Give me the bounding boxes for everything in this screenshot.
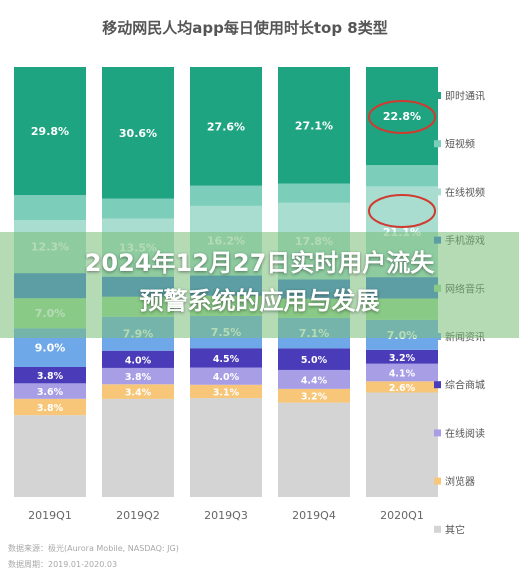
x-tick-label-2019Q1: 2019Q1 bbox=[28, 509, 72, 522]
data-label-2019Q4-series-2: 4.4% bbox=[301, 375, 328, 386]
bar-segment-2019Q1-series-8 bbox=[14, 195, 86, 221]
bar-segment-2019Q2-series-2 bbox=[102, 367, 174, 385]
bar-segment-2019Q4-series-2 bbox=[278, 369, 350, 389]
bar-segment-2019Q4-series-8 bbox=[278, 183, 350, 203]
data-label-2020Q1-series-2: 4.1% bbox=[389, 368, 416, 379]
bar-segment-2019Q4-series-1 bbox=[278, 388, 350, 403]
footer-source: 数据来源：极光(Aurora Mobile, NASDAQ: JG) bbox=[8, 544, 179, 553]
bar-segment-2020Q1-series-3 bbox=[366, 349, 438, 364]
highlight-circles bbox=[368, 100, 436, 228]
bar-segment-2020Q1-series-8 bbox=[366, 165, 438, 187]
legend-label-2: 在线阅读 bbox=[445, 427, 485, 440]
legend-label-1: 浏览器 bbox=[445, 475, 475, 488]
bar-segment-2019Q3-series-0 bbox=[190, 398, 262, 497]
bar-segment-2019Q4-series-0 bbox=[278, 402, 350, 497]
bar-segment-2019Q3-series-3 bbox=[190, 348, 262, 368]
overlay-line-2: 预警系统的应用与发展 bbox=[139, 287, 380, 315]
legend-label-3: 综合商城 bbox=[445, 379, 485, 392]
data-label-2019Q4-series-9: 27.1% bbox=[295, 119, 333, 132]
bar-segment-2019Q3-series-1 bbox=[190, 384, 262, 399]
x-axis-labels: 2019Q1 2019Q2 2019Q3 2019Q4 2020Q1 bbox=[28, 509, 424, 522]
data-label-2019Q4-series-1: 3.2% bbox=[301, 392, 328, 403]
legend-swatch-7 bbox=[434, 188, 441, 196]
highlight-circle-im bbox=[368, 100, 436, 134]
x-tick-label-2019Q3: 2019Q3 bbox=[204, 509, 248, 522]
bar-segment-2019Q1-series-1 bbox=[14, 398, 86, 416]
bar-segment-2019Q1-series-2 bbox=[14, 383, 86, 399]
legend-label-8: 短视频 bbox=[445, 138, 475, 151]
legend-swatch-1 bbox=[434, 477, 441, 485]
bar-segment-2019Q4-series-9 bbox=[278, 67, 350, 184]
data-label-2019Q3-series-9: 27.6% bbox=[207, 120, 245, 133]
data-label-2019Q1-series-2: 3.6% bbox=[37, 387, 64, 398]
x-tick-label-2020Q1: 2020Q1 bbox=[380, 509, 424, 522]
bar-segment-2019Q3-series-9 bbox=[190, 67, 262, 186]
chart-title: 移动网民人均app每日使用时长top 8类型 bbox=[102, 19, 387, 37]
bar-segment-2020Q1-series-9 bbox=[366, 67, 438, 166]
data-label-2019Q1-series-4: 9.0% bbox=[35, 342, 66, 355]
legend-swatch-2 bbox=[434, 429, 441, 437]
bar-segment-2019Q1-series-0 bbox=[14, 415, 86, 497]
bar-segment-2019Q4-series-3 bbox=[278, 348, 350, 370]
overlay-headline: 2024年12月27日实时用户流失 预警系统的应用与发展 bbox=[0, 244, 519, 320]
bar-segment-2019Q2-series-8 bbox=[102, 198, 174, 219]
bar-segment-2020Q1-series-2 bbox=[366, 363, 438, 382]
bar-segment-2019Q2-series-9 bbox=[102, 67, 174, 199]
x-tick-label-2019Q2: 2019Q2 bbox=[116, 509, 160, 522]
data-label-2019Q2-series-9: 30.6% bbox=[119, 127, 157, 140]
bar-segment-2019Q3-series-8 bbox=[190, 185, 262, 206]
footer-period: 数据周期：2019.01-2020.03 bbox=[8, 560, 118, 569]
bar-segment-2020Q1-series-0 bbox=[366, 392, 438, 497]
data-label-2019Q1-series-1: 3.8% bbox=[37, 403, 64, 414]
data-label-2019Q1-series-9: 29.8% bbox=[31, 125, 69, 138]
bar-segment-2019Q2-series-0 bbox=[102, 398, 174, 497]
legend-label-0: 其它 bbox=[445, 523, 465, 536]
overlay-line-1: 2024年12月27日实时用户流失 bbox=[84, 249, 435, 277]
data-label-2019Q2-series-1: 3.4% bbox=[125, 388, 152, 399]
legend-label-7: 在线视频 bbox=[445, 186, 485, 199]
bar-segment-2019Q1-series-3 bbox=[14, 366, 86, 384]
overlay-banner bbox=[0, 232, 519, 338]
legend-label-9: 即时通讯 bbox=[445, 91, 485, 103]
data-label-2019Q3-series-2: 4.0% bbox=[213, 372, 240, 383]
data-label-2019Q2-series-3: 4.0% bbox=[125, 355, 152, 366]
legend-swatch-0 bbox=[434, 525, 441, 533]
legend-swatch-8 bbox=[434, 140, 441, 148]
data-label-2020Q1-series-1: 2.6% bbox=[389, 383, 416, 394]
data-label-2019Q4-series-3: 5.0% bbox=[301, 355, 328, 366]
bar-segment-2020Q1-series-1 bbox=[366, 381, 438, 393]
data-label-2019Q3-series-1: 3.1% bbox=[213, 387, 240, 398]
data-label-2020Q1-series-9: 22.8% bbox=[383, 110, 421, 123]
bar-segment-2019Q1-series-9 bbox=[14, 67, 86, 196]
bar-segment-2019Q2-series-1 bbox=[102, 384, 174, 399]
data-label-2020Q1-series-3: 3.2% bbox=[389, 353, 416, 364]
bar-segment-2019Q3-series-2 bbox=[190, 367, 262, 385]
highlight-circle-video bbox=[368, 194, 436, 228]
data-label-2019Q3-series-3: 4.5% bbox=[213, 354, 240, 365]
data-label-2019Q1-series-3: 3.8% bbox=[37, 371, 64, 382]
data-label-2019Q2-series-2: 3.8% bbox=[125, 372, 152, 383]
legend-swatch-3 bbox=[434, 381, 441, 389]
bar-segment-2019Q2-series-3 bbox=[102, 350, 174, 368]
x-tick-label-2019Q4: 2019Q4 bbox=[292, 509, 336, 522]
legend-swatch-9 bbox=[434, 92, 441, 99]
